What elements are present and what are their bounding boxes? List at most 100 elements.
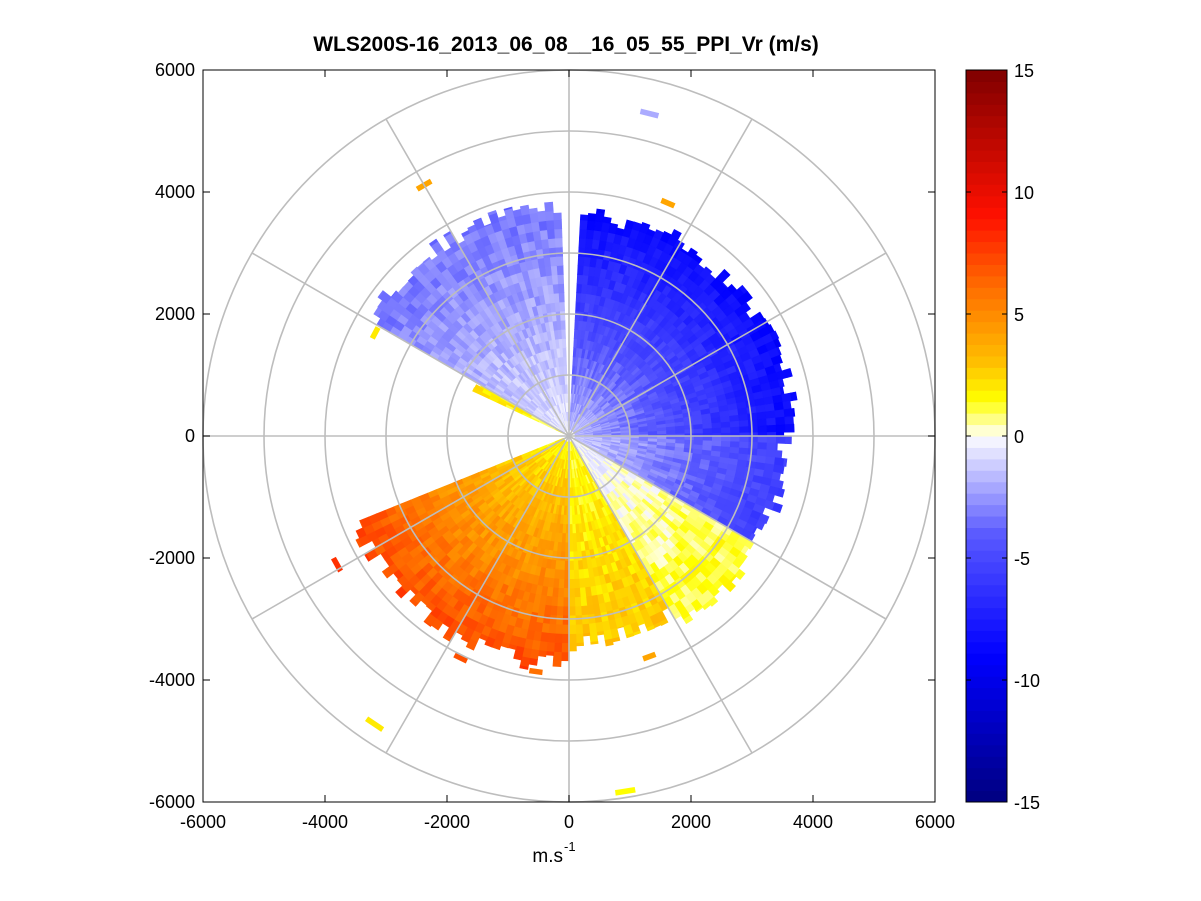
velocity-cell xyxy=(572,551,579,562)
colorbar-tick-label: 15 xyxy=(1014,61,1034,81)
velocity-cell xyxy=(609,222,619,226)
velocity-cell xyxy=(777,378,785,388)
velocity-cell xyxy=(580,214,589,221)
velocity-cell xyxy=(565,393,569,403)
velocity-cell xyxy=(638,431,649,436)
colorbar-band xyxy=(966,310,1007,323)
colorbar-band xyxy=(966,275,1007,288)
velocity-cell xyxy=(775,416,786,426)
velocity-cell xyxy=(558,292,565,303)
chart-title: WLS200S-16_2013_06_08__16_05_55_PPI_Vr (… xyxy=(313,33,819,56)
colorbar-band xyxy=(966,756,1007,769)
velocity-cell xyxy=(785,435,792,445)
velocity-cell xyxy=(747,412,758,421)
velocity-cell xyxy=(537,211,547,222)
velocity-cell xyxy=(766,435,777,444)
velocity-cell xyxy=(578,237,587,248)
velocity-cell xyxy=(773,338,782,349)
velocity-cell xyxy=(558,283,565,294)
colorbar-band xyxy=(966,676,1007,689)
velocity-cell xyxy=(748,435,759,443)
velocity-cell xyxy=(578,578,586,589)
velocity-cell xyxy=(568,588,575,598)
velocity-cell xyxy=(781,465,785,475)
velocity-cell xyxy=(568,606,576,617)
colorbar-band xyxy=(966,607,1007,620)
colorbar-band xyxy=(966,127,1007,140)
velocity-cell xyxy=(757,442,768,451)
velocity-cell xyxy=(602,216,612,224)
velocity-cell xyxy=(528,657,538,666)
velocity-cell xyxy=(541,238,550,250)
velocity-cell xyxy=(552,660,562,667)
velocity-cell xyxy=(552,283,560,294)
y-tick-label: 6000 xyxy=(155,60,195,80)
velocity-cell xyxy=(588,622,597,634)
velocity-cell xyxy=(773,401,785,412)
colorbar-band xyxy=(966,401,1007,414)
velocity-cell xyxy=(556,606,564,617)
velocity-cell xyxy=(775,424,786,433)
colorbar-band xyxy=(966,241,1007,254)
velocity-cell xyxy=(574,615,583,626)
velocity-cell xyxy=(587,213,597,222)
velocity-cell xyxy=(729,420,740,428)
velocity-cell xyxy=(720,441,731,448)
velocity-cell xyxy=(738,419,750,428)
colorbar-band xyxy=(966,596,1007,609)
velocity-cell xyxy=(739,426,750,434)
colorbar-band xyxy=(966,378,1007,391)
colorbar-band xyxy=(966,619,1007,631)
colorbar-band xyxy=(966,138,1007,151)
velocity-cell xyxy=(547,237,557,249)
velocity-cell xyxy=(568,615,576,626)
velocity-cell xyxy=(556,264,564,276)
velocity-cell xyxy=(562,606,570,617)
colorbar-band xyxy=(966,436,1007,448)
velocity-data-layer xyxy=(330,108,798,796)
velocity-cell xyxy=(546,228,556,240)
colorbar-band xyxy=(966,447,1007,460)
colorbar-band xyxy=(966,264,1007,277)
colorbar-band xyxy=(966,710,1007,723)
velocity-cell xyxy=(774,409,786,419)
velocity-cell xyxy=(563,356,567,367)
velocity-cell xyxy=(528,207,538,215)
velocity-cell xyxy=(545,651,555,656)
velocity-cell xyxy=(572,533,577,544)
velocity-cell xyxy=(739,435,750,443)
velocity-cell xyxy=(671,229,682,240)
velocity-cell xyxy=(647,431,658,435)
velocity-cell xyxy=(575,624,584,635)
velocity-cell xyxy=(666,430,677,435)
velocity-cell xyxy=(547,623,557,635)
colorbar-band xyxy=(966,641,1007,654)
velocity-cell xyxy=(563,365,568,376)
colorbar-band xyxy=(966,207,1007,220)
colorbar-band xyxy=(966,538,1007,551)
velocity-cell xyxy=(546,641,555,653)
velocity-cell xyxy=(552,651,562,662)
velocity-cell xyxy=(766,417,777,426)
colorbar-tick-label: 10 xyxy=(1014,183,1034,203)
colorbar-band xyxy=(966,344,1007,357)
velocity-cell xyxy=(561,642,570,653)
velocity-cell xyxy=(568,642,577,652)
velocity-cell xyxy=(711,440,722,447)
velocity-cell xyxy=(783,408,795,418)
velocity-cell xyxy=(553,642,563,653)
colorbar-band xyxy=(966,721,1007,734)
velocity-cell xyxy=(748,441,759,450)
velocity-cell xyxy=(784,416,794,425)
velocity-cell xyxy=(560,652,570,662)
colorbar-band xyxy=(966,470,1007,483)
colorbar-band xyxy=(966,653,1007,666)
velocity-cell xyxy=(766,442,777,451)
velocity-cell xyxy=(562,597,570,608)
colorbar-band xyxy=(966,504,1007,517)
velocity-cell xyxy=(692,254,703,264)
colorbar-band xyxy=(966,516,1007,528)
colorbar-tick-label: 0 xyxy=(1014,427,1024,447)
velocity-cell xyxy=(550,265,559,276)
